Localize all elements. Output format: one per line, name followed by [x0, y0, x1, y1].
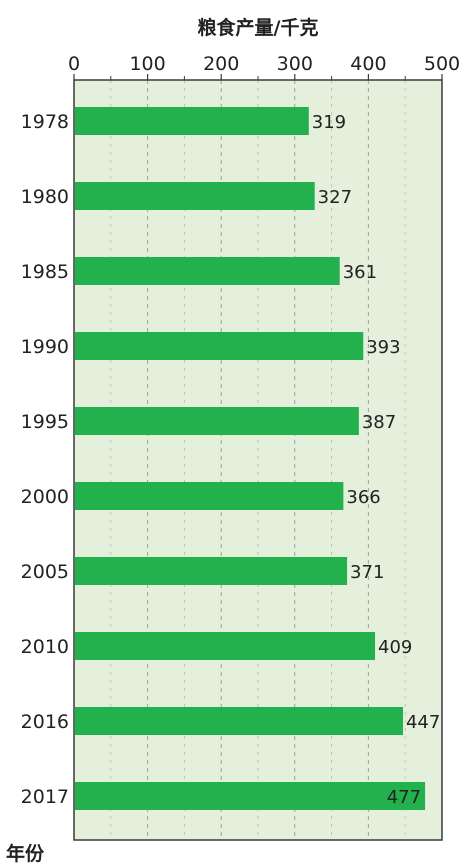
data-label: 409	[378, 637, 412, 658]
x-tick-label: 0	[68, 53, 80, 75]
y-category-label: 1985	[21, 261, 69, 283]
data-label: 393	[366, 337, 400, 358]
bar	[75, 782, 426, 810]
y-axis-categories: 1978 1980 1985 1990 1995 2000 2005 2010 2016 2017	[21, 111, 69, 808]
data-label: 371	[350, 562, 384, 583]
data-label: 387	[362, 412, 396, 433]
data-label: 319	[312, 112, 346, 133]
x-tick-label: 400	[350, 53, 386, 75]
bar	[75, 257, 340, 285]
bar	[75, 707, 403, 735]
data-label: 447	[406, 712, 440, 733]
chart-title: 粮食产量/千克	[198, 16, 319, 39]
x-axis-ticks: 0 100 200 300 400 500	[68, 53, 460, 80]
y-category-label: 2017	[21, 786, 69, 808]
bar	[75, 332, 364, 360]
bars	[75, 107, 426, 810]
y-category-label: 1980	[21, 186, 69, 208]
y-axis-label: 年份	[6, 842, 45, 865]
data-label: 327	[318, 187, 352, 208]
data-label: 366	[346, 487, 380, 508]
y-category-label: 2005	[21, 561, 69, 583]
x-tick-label: 100	[129, 53, 165, 75]
bar	[75, 632, 376, 660]
bar	[75, 557, 348, 585]
y-category-label: 2016	[21, 711, 69, 733]
x-tick-label: 200	[203, 53, 239, 75]
bar	[75, 482, 344, 510]
data-labels: 319 327 361 393 387 366 371 409 447 477	[312, 112, 441, 808]
bar	[75, 182, 315, 210]
y-category-label: 2000	[21, 486, 69, 508]
y-category-label: 2010	[21, 636, 69, 658]
x-tick-label: 300	[277, 53, 313, 75]
y-category-label: 1990	[21, 336, 69, 358]
data-label: 361	[343, 262, 377, 283]
bar	[75, 107, 309, 135]
x-tick-label: 500	[424, 53, 460, 75]
data-label: 477	[387, 787, 421, 808]
bar	[75, 407, 359, 435]
y-category-label: 1995	[21, 411, 69, 433]
y-category-label: 1978	[21, 111, 69, 133]
